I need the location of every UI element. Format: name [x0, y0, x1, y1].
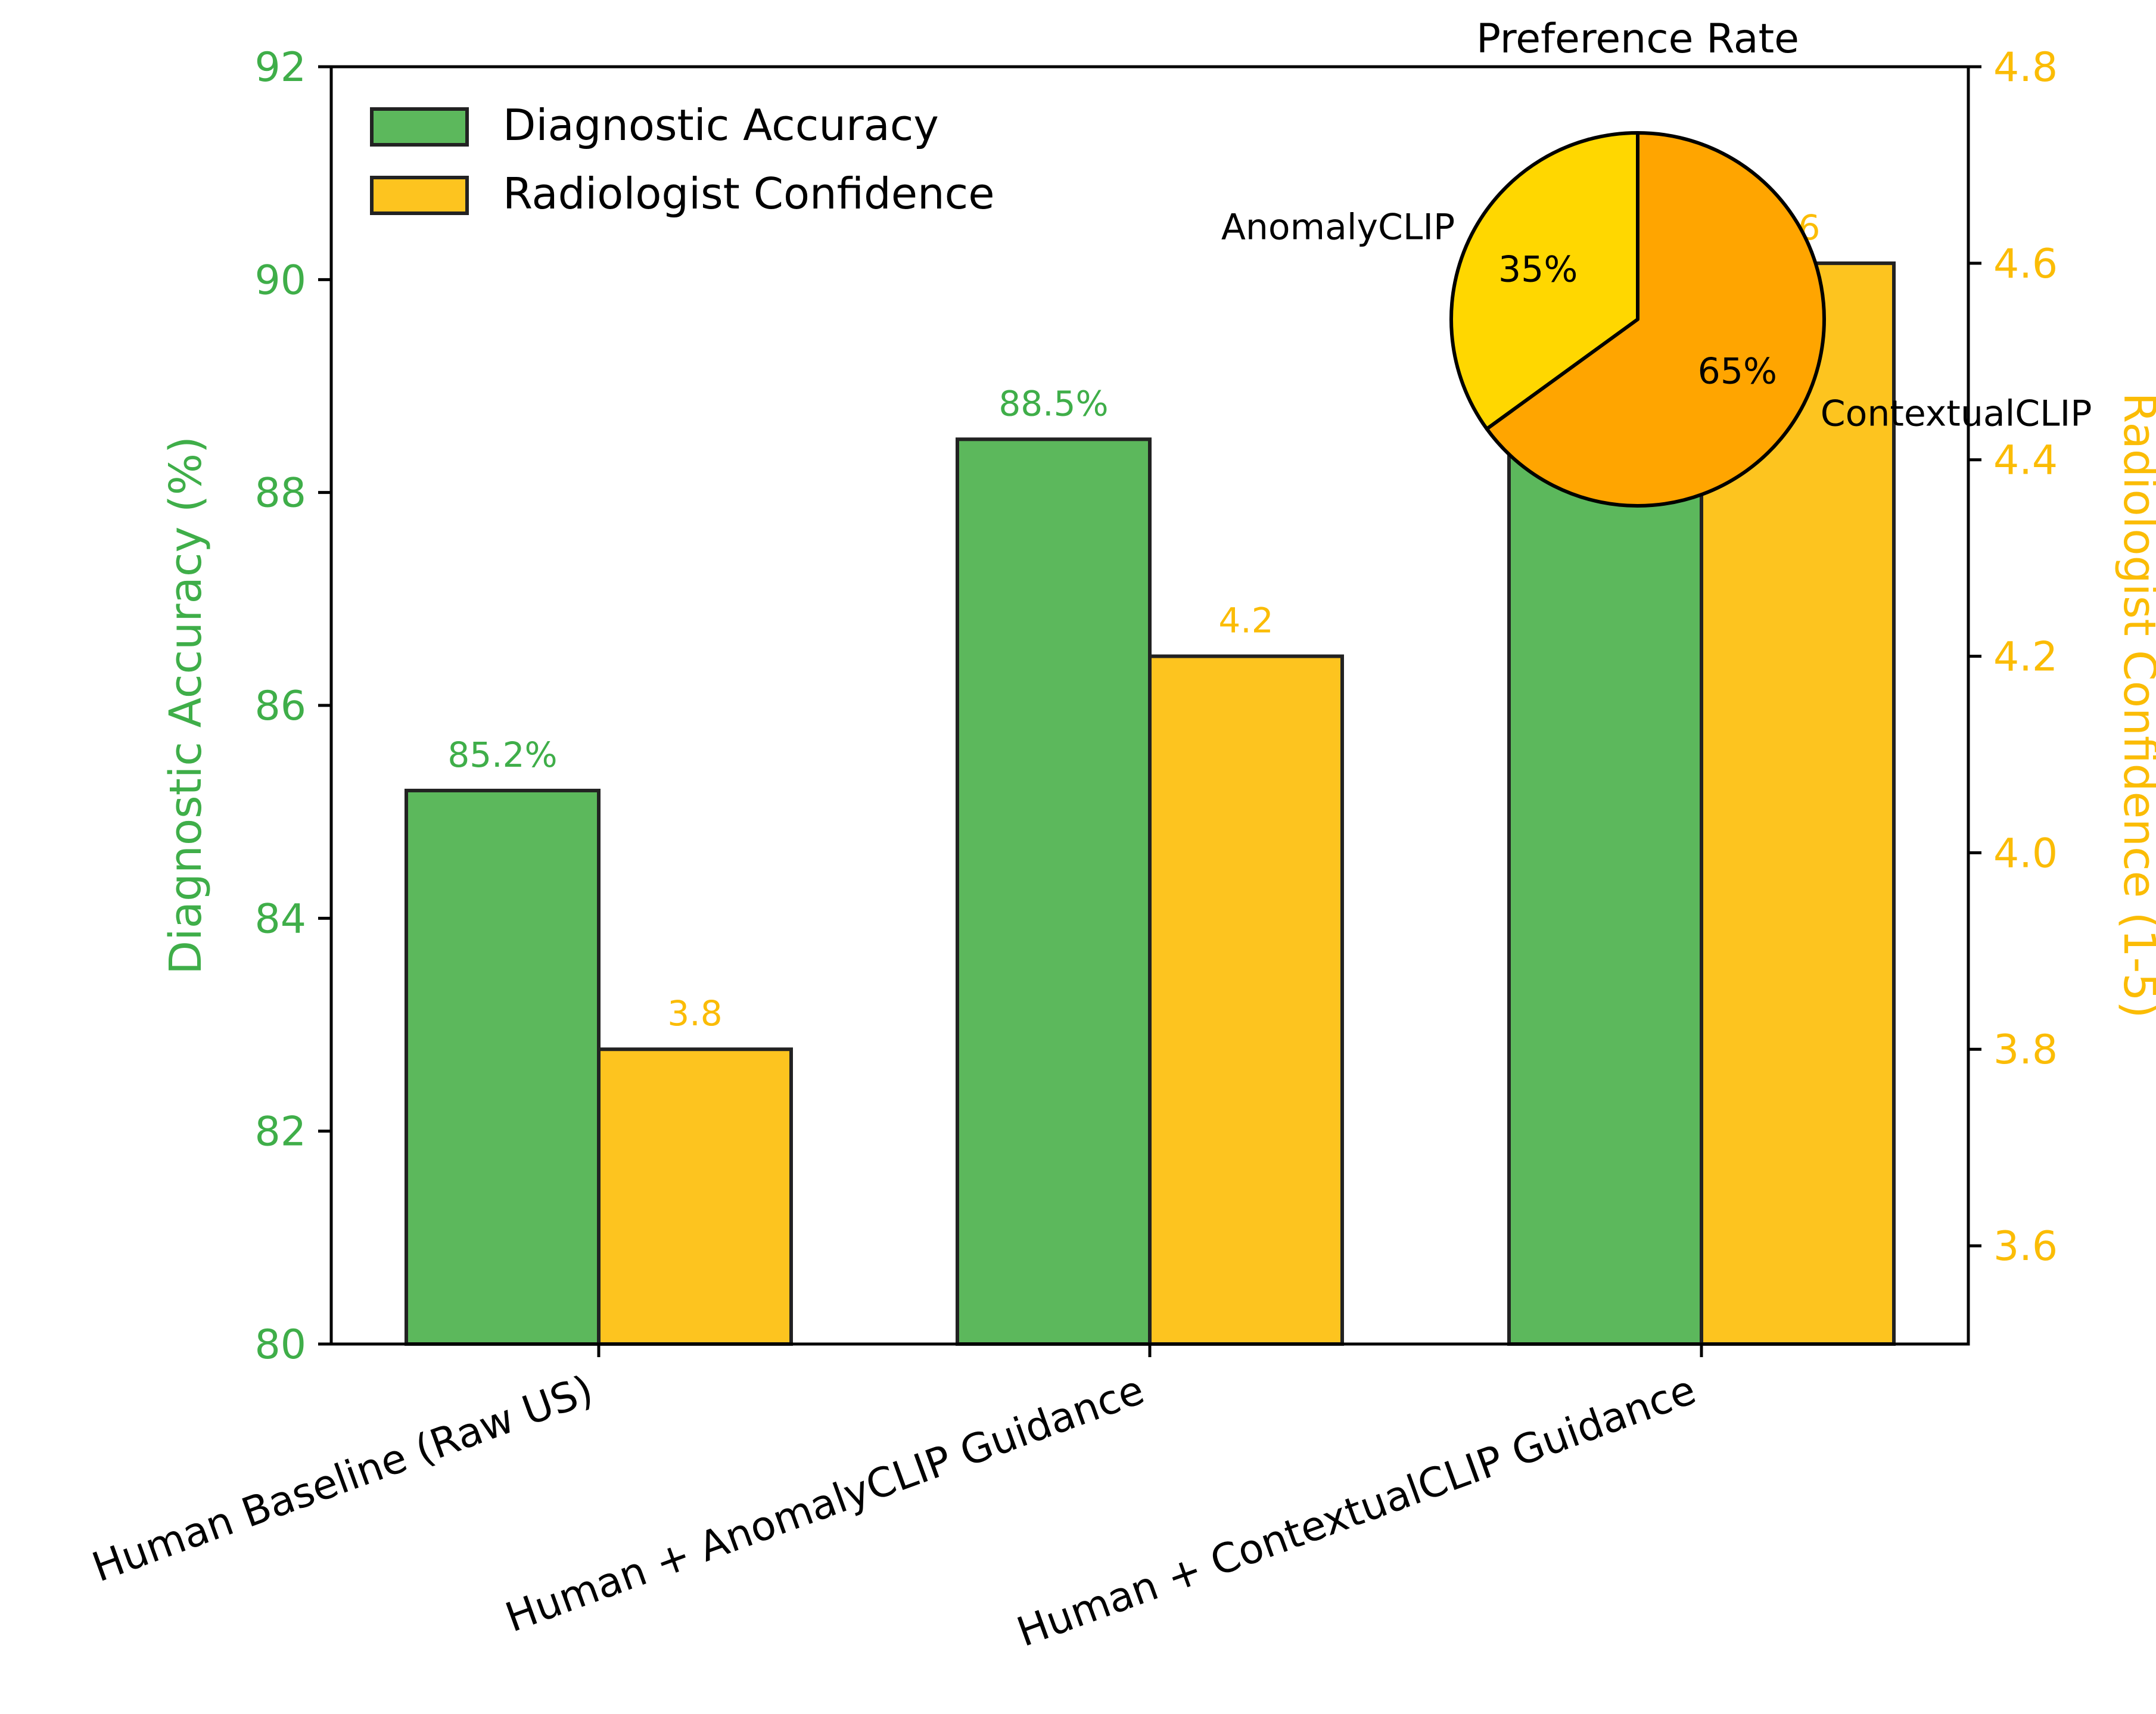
pie-slice-label: AnomalyCLIP [1221, 207, 1455, 248]
legend-swatch [370, 107, 469, 147]
pie-title: Preference Rate [1476, 15, 1799, 63]
pie-percent-label: 65% [1698, 350, 1777, 392]
preference-pie: Preference Rate 35% AnomalyCLIP 65% Contextu… [1221, 15, 2092, 508]
accuracy-bar [405, 788, 601, 1346]
left-tick-label: 84 [254, 895, 306, 942]
right-tick-label: 4.6 [1993, 241, 2058, 288]
confidence-value-label: 3.8 [667, 993, 722, 1034]
legend-swatch [370, 176, 469, 215]
legend: Diagnostic Accuracy Radiologist Confidenc… [370, 100, 995, 219]
right-tick-label: 3.8 [1993, 1026, 2058, 1074]
confidence-value-label: 4.2 [1218, 601, 1273, 641]
right-tick-label: 3.6 [1993, 1223, 2058, 1270]
legend-label: Diagnostic Accuracy [503, 100, 939, 150]
accuracy-value-label: 85.2% [447, 735, 557, 775]
left-tick-label: 86 [254, 683, 306, 730]
pie-percent-label: 35% [1498, 249, 1578, 291]
right-tick-label: 4.8 [1993, 44, 2058, 91]
left-tick-label: 80 [254, 1321, 306, 1368]
pie-slice [1449, 131, 1639, 431]
legend-label: Radiologist Confidence [503, 169, 995, 219]
left-tick-label: 82 [254, 1109, 306, 1156]
right-tick-label: 4.0 [1993, 830, 2058, 877]
left-axis-label: Diagnostic Accuracy (%) [160, 436, 211, 975]
pie-slice [1485, 131, 1826, 508]
left-tick-label: 88 [254, 470, 306, 517]
confidence-bar [597, 1047, 793, 1346]
right-tick-label: 4.4 [1993, 437, 2058, 484]
accuracy-value-label: 88.5% [998, 383, 1108, 424]
left-tick-label: 90 [254, 257, 306, 304]
confidence-bar [1148, 654, 1344, 1346]
accuracy-bar [956, 437, 1152, 1346]
pie-slice-label: ContextualCLIP [1821, 393, 2092, 434]
right-tick-label: 4.2 [1993, 634, 2058, 681]
right-axis-label: Radiologist Confidence (1-5) [2114, 393, 2156, 1019]
left-tick-label: 92 [254, 44, 306, 91]
